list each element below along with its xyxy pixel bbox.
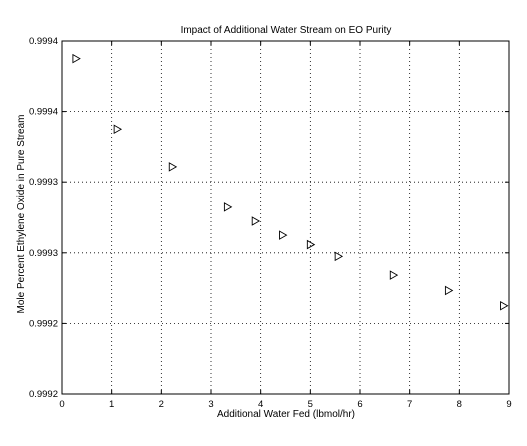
x-tick-labels: 0 1 2 3 4 5 6 7 8 9 [59, 399, 511, 410]
y-tick-labels: 0.9992 0.9992 0.9993 0.9993 0.9994 0.9994 [29, 36, 58, 400]
x-tick-label: 7 [407, 399, 412, 410]
x-tick-label: 2 [159, 399, 164, 410]
y-axis-label: Mole Percent Ethylene Oxide in Pure Stre… [16, 115, 27, 314]
chart-title: Impact of Additional Water Stream on EO … [181, 25, 392, 36]
axis-ticks [61, 40, 510, 395]
data-point [113, 124, 123, 135]
x-tick-label: 8 [457, 399, 462, 410]
y-tick-label: 0.9994 [29, 107, 58, 118]
x-tick-label: 4 [258, 399, 263, 410]
y-tick-label: 0.9993 [29, 177, 58, 188]
y-tick-label: 0.9993 [29, 248, 58, 259]
plot-frame [61, 40, 510, 395]
data-point [389, 270, 399, 280]
x-axis-label: Additional Water Fed (lbmol/hr) [217, 409, 355, 420]
x-tick-label: 3 [208, 399, 213, 410]
data-point [306, 239, 316, 250]
x-tick-label: 1 [109, 399, 114, 410]
data-point [72, 53, 81, 64]
data-point [334, 251, 344, 262]
x-tick-label: 5 [308, 399, 313, 410]
data-point [223, 202, 233, 212]
data-point [168, 162, 178, 172]
data-points [72, 53, 509, 311]
data-point [500, 300, 509, 311]
x-tick-label: 9 [506, 399, 511, 410]
x-tick-label: 0 [59, 399, 64, 410]
data-point [251, 216, 261, 226]
y-tick-label: 0.9992 [29, 389, 58, 400]
data-point [444, 285, 454, 296]
y-tick-label: 0.9994 [29, 36, 58, 47]
x-tick-label: 6 [357, 399, 362, 410]
y-tick-label: 0.9992 [29, 318, 58, 329]
data-point [279, 230, 288, 240]
grid-lines [62, 41, 509, 394]
